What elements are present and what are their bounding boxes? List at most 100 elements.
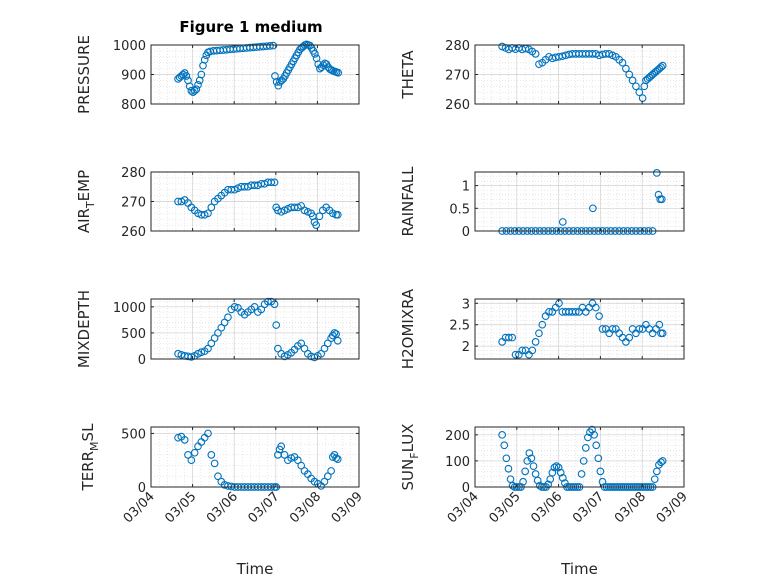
y-axis-label: MIXDEPTH (75, 290, 93, 368)
y-tick-label: 1 (462, 180, 470, 195)
data-point (508, 333, 517, 342)
data-point (187, 456, 196, 465)
data-point (584, 433, 592, 442)
subplot-1: 800 900 1000 PRESSURE (75, 35, 360, 114)
data-point (319, 61, 328, 69)
data-point (548, 468, 557, 477)
data-point (184, 451, 192, 459)
x-tick-label: 03/08 (612, 489, 649, 526)
data-point (332, 454, 340, 462)
data-point (618, 58, 627, 67)
data-point (657, 458, 665, 467)
data-point (293, 456, 302, 465)
data-point (502, 454, 511, 463)
plot-area (475, 172, 684, 231)
data-point (306, 41, 314, 50)
data-point (180, 436, 189, 444)
data-point (596, 467, 605, 476)
y-tick-label: 280 (121, 166, 146, 181)
x-tick-label: 03/05 (162, 489, 199, 526)
data-point (505, 333, 513, 342)
data-point (558, 218, 567, 226)
data-point (332, 330, 340, 338)
data-point (197, 70, 206, 79)
figure-title: Figure 1 medium (179, 18, 322, 36)
y-tick-label: 800 (121, 98, 146, 113)
data-point (658, 61, 667, 70)
data-point (533, 476, 542, 485)
data-point (210, 459, 219, 468)
data-point (333, 455, 342, 463)
data-point (498, 430, 507, 439)
data-point (264, 297, 272, 306)
data-point (519, 477, 527, 486)
y-tick-label: 2.5 (449, 319, 470, 334)
y-tick-label: 0 (138, 481, 146, 496)
data-point (590, 430, 598, 439)
data-point (174, 433, 182, 442)
y-tick-label: 100 (445, 455, 470, 470)
data-point (652, 169, 661, 177)
data-point (650, 475, 659, 484)
data-point (182, 72, 191, 80)
y-tick-label: 270 (445, 69, 470, 84)
data-point (272, 78, 281, 86)
data-point (545, 308, 553, 316)
data-point (592, 441, 601, 450)
y-tick-label: 1000 (113, 39, 146, 54)
axes-box (474, 298, 685, 360)
y-axis-label: AIRTEMP (75, 170, 97, 233)
data-point (635, 88, 644, 97)
data-point (544, 480, 553, 489)
y-axis-label: RAINFALL (399, 166, 417, 237)
data-point (328, 453, 337, 461)
subplot-2: 260 270 280 THETA (399, 39, 685, 113)
data-point (207, 203, 216, 212)
data-point (327, 467, 335, 475)
plot-area (475, 427, 684, 487)
data-point (230, 302, 239, 311)
data-point (658, 329, 667, 338)
data-point (658, 457, 667, 465)
y-tick-label: 200 (445, 429, 470, 444)
y-tick-label: 270 (121, 196, 146, 211)
data-point (523, 457, 532, 465)
data-point (589, 204, 597, 213)
data-point (274, 81, 283, 90)
data-point (320, 477, 329, 486)
data-point (334, 68, 343, 77)
x-tick-label: 03/07 (246, 489, 283, 526)
data-point (323, 472, 332, 481)
y-tick-label: 3 (462, 297, 470, 312)
data-point (598, 477, 607, 486)
data-point (187, 86, 196, 95)
data-point (207, 451, 216, 459)
axes-box (150, 298, 360, 360)
data-point (635, 325, 644, 333)
data-point (657, 63, 665, 71)
data-point (504, 464, 513, 473)
subplot-5: 0 500 1000 MIXDEPTH (75, 290, 360, 368)
data-point (591, 303, 600, 312)
data-point (538, 320, 547, 329)
data-point (312, 221, 321, 229)
data-point (554, 463, 563, 472)
data-point (280, 451, 289, 459)
data-point (330, 329, 339, 337)
data-point (527, 454, 536, 463)
data-point (269, 41, 278, 50)
x-tick-label: 03/06 (528, 489, 565, 526)
data-point (655, 320, 664, 329)
data-point (311, 49, 319, 58)
y-tick-label: 500 (121, 427, 146, 442)
data-point (598, 325, 607, 333)
y-tick-label: 260 (121, 225, 146, 240)
y-tick-label: 0 (462, 481, 470, 496)
data-point (577, 470, 586, 478)
data-point (200, 55, 209, 64)
data-point (266, 42, 274, 50)
